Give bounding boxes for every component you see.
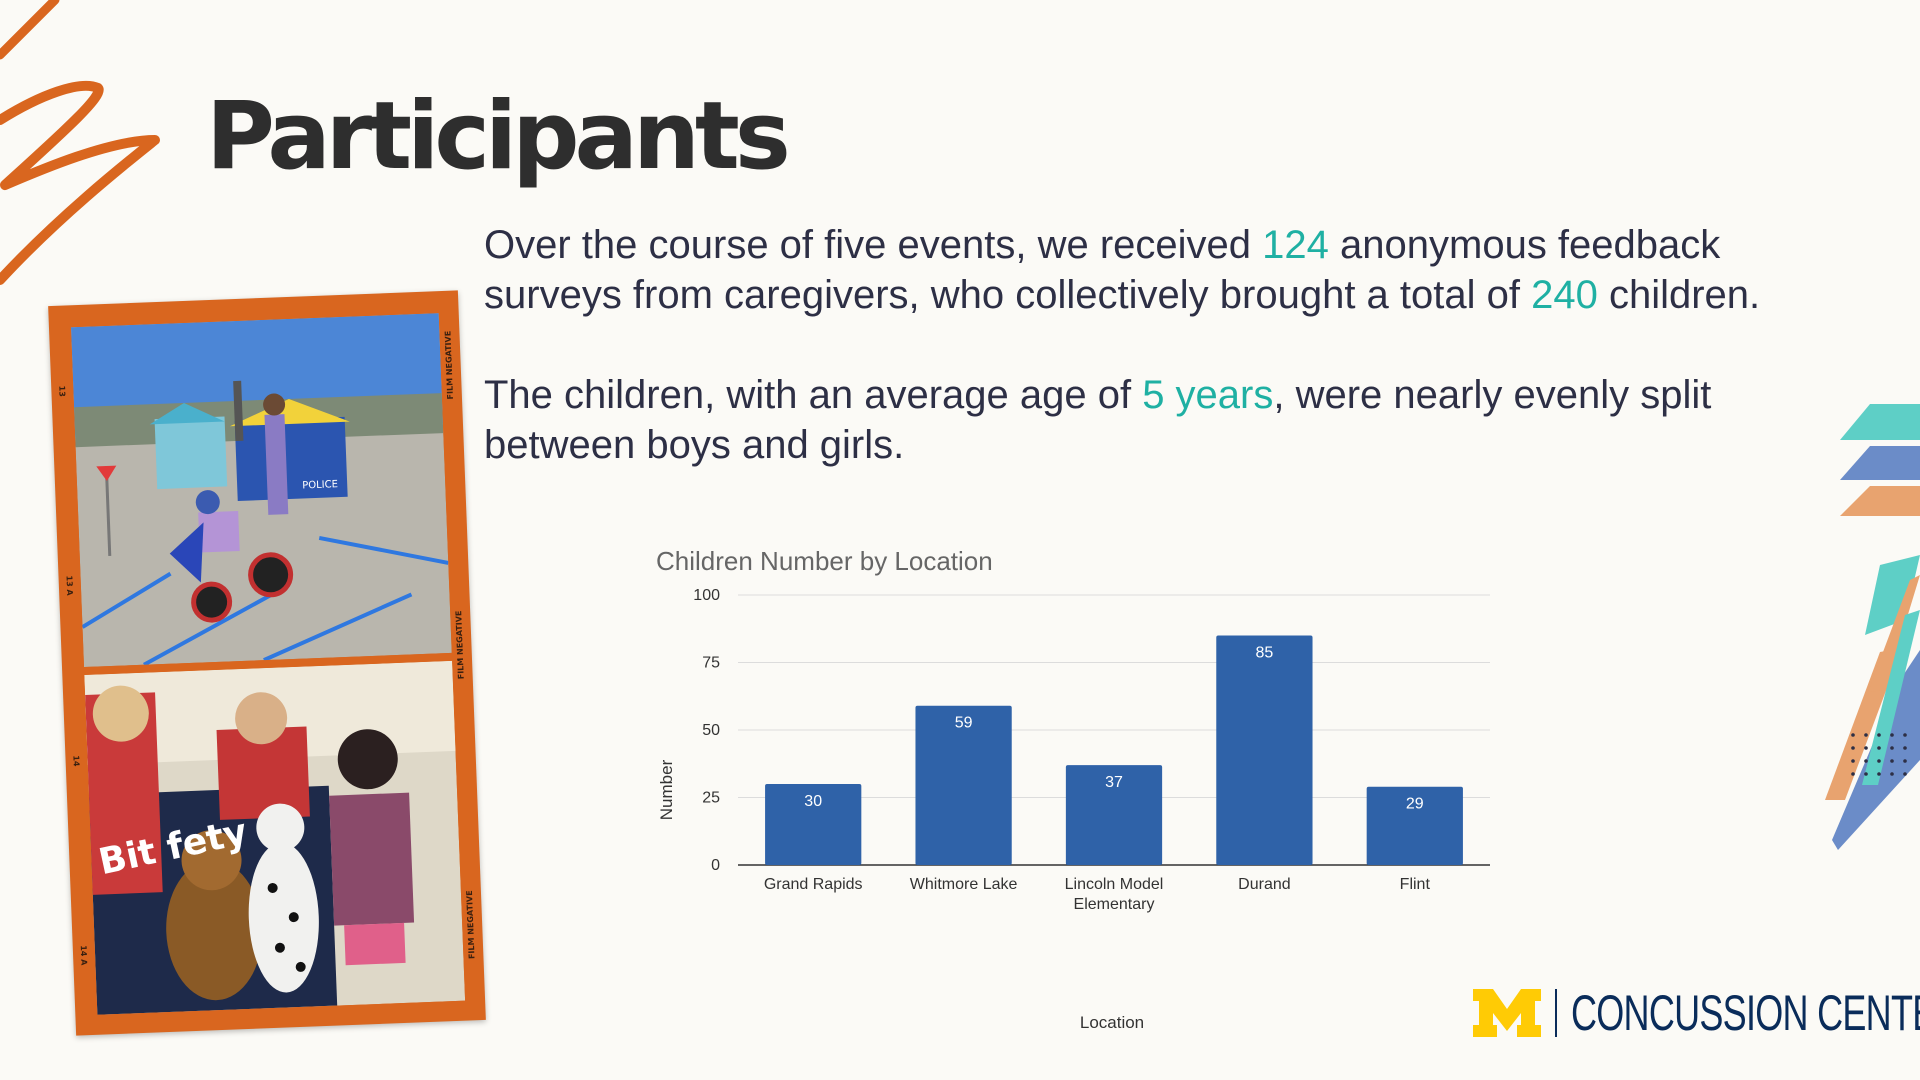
x-tick-label: Flint [1400,876,1431,893]
y-tick-label: 50 [702,722,720,739]
average-age: 5 years [1142,373,1274,417]
frame-number: 14 [71,755,81,767]
y-tick-label: 25 [702,790,720,807]
logo-text: CONCUSSION CENTER [1571,985,1920,1041]
y-tick-label: 0 [711,857,720,874]
logo-divider [1555,989,1557,1037]
page-title: Participants [206,82,791,191]
dot-grid-icon [1851,733,1907,776]
block-m-icon [1473,989,1541,1037]
bar [1366,786,1463,865]
children-by-location-chart: Children Number by Location Number Locat… [656,546,1490,1032]
bar-data-label: 59 [955,715,973,732]
summary-paragraph-2: The children, with an average age of 5 y… [484,373,1712,467]
x-tick-label: Durand [1238,876,1290,893]
event-photo-top: POLICE [70,313,452,668]
frame-number: 13 A [64,575,75,596]
children-count: 240 [1531,273,1598,317]
x-tick-label: Whitmore Lake [910,876,1018,893]
bar-data-label: 85 [1256,645,1274,662]
y-tick-label: 100 [693,587,720,604]
bar [1065,765,1163,865]
frame-number: 13 [57,385,67,397]
film-label: FILM NEGATIVE [464,890,477,960]
x-tick-label: Lincoln Model Elementary [1065,876,1164,913]
bar-data-label: 37 [1105,774,1123,791]
summary-paragraph-1: Over the course of five events, we recei… [484,223,1761,317]
chart-title: Children Number by Location [656,546,993,576]
summary-text: Over the course of five events, we recei… [484,220,1824,520]
concussion-center-logo: CONCUSSION CENTER [1473,985,1920,1041]
y-axis-label: Number [657,759,676,820]
bar-data-label: 29 [1406,796,1424,813]
film-label: FILM NEGATIVE [454,610,466,680]
photo-film-strip: POLICE Bit fety FILM NEGATIVE FILM NEGAT… [48,290,486,1036]
event-photo-bottom: Bit fety [84,660,466,1015]
survey-count: 124 [1262,223,1329,267]
orange-scribble-decoration [0,0,160,285]
stripe-decoration [1825,404,1920,850]
x-axis-label: Location [1080,1013,1144,1032]
police-sign-text: POLICE [302,479,338,491]
film-label: FILM NEGATIVE [443,330,456,400]
y-tick-label: 75 [702,655,720,672]
bar [1216,635,1313,865]
bar [915,705,1012,865]
bar [765,784,862,865]
bar-data-label: 30 [804,793,822,810]
x-tick-label: Grand Rapids [764,876,863,893]
frame-number: 14 A [78,945,89,966]
